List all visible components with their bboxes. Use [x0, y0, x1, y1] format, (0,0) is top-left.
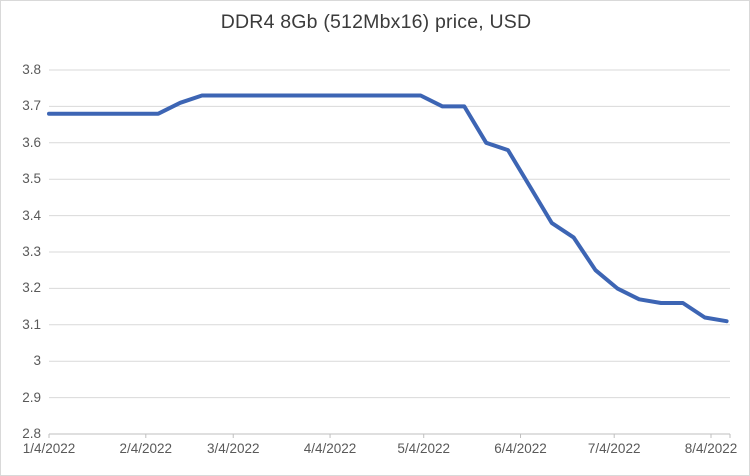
y-tick-label: 2.8 — [22, 426, 41, 441]
y-tick-label: 3 — [33, 353, 41, 369]
price-line-series — [47, 93, 729, 324]
x-tick-label: 7/4/2022 — [587, 441, 641, 456]
y-tick-label: 3.7 — [22, 98, 41, 114]
y-tick-label: 2.9 — [22, 389, 41, 405]
y-tick-label: 3.6 — [22, 134, 41, 150]
x-tick-label: 3/4/2022 — [206, 441, 260, 456]
x-tick-label: 1/4/2022 — [22, 441, 76, 456]
x-tick-label: 4/4/2022 — [303, 441, 357, 456]
y-tick-label: 3.1 — [22, 316, 41, 332]
y-tick-label: 3.5 — [22, 171, 41, 187]
y-tick-label: 3.8 — [22, 62, 41, 77]
x-tick-label: 2/4/2022 — [119, 441, 173, 456]
y-tick-label: 3.2 — [22, 280, 41, 296]
y-tick-label: 3.4 — [22, 207, 41, 223]
chart-title: DDR4 8Gb (512Mbx16) price, USD — [220, 11, 532, 33]
x-tick-label: 8/4/2022 — [684, 441, 738, 456]
x-tick-label: 5/4/2022 — [397, 441, 450, 456]
y-tick-label: 3.3 — [22, 244, 41, 259]
x-tick-label: 6/4/2022 — [494, 441, 547, 456]
